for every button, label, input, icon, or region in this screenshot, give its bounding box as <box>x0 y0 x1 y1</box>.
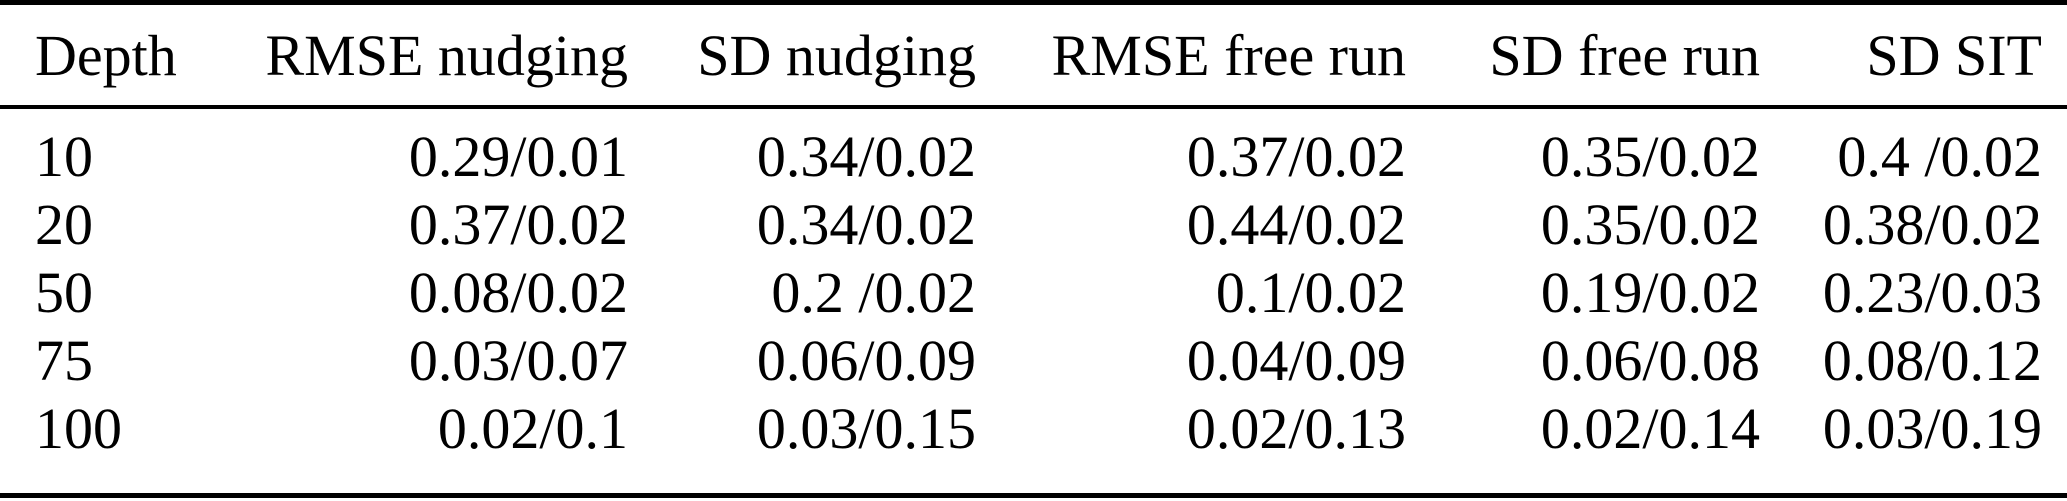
cell-sd_nudging: 0.06/0.09 <box>756 328 976 393</box>
cell-rmse_nudging: 0.37/0.02 <box>408 192 628 257</box>
cell-rmse_nudging: 0.29/0.01 <box>408 124 628 189</box>
table-row: 75 0.03/0.07 0.06/0.09 0.04/0.09 0.06/0.08 0.… <box>0 327 2067 395</box>
column-header-depth: Depth <box>0 5 195 109</box>
table-body: 10 0.29/0.01 0.34/0.02 0.37/0.02 0.35/0.02 0.… <box>0 109 2067 493</box>
cell-sd_sit: 0.38/0.02 <box>1822 192 2042 257</box>
cell-rmse_free_run: 0.44/0.02 <box>1186 192 1406 257</box>
cell-rmse_free_run: 0.04/0.09 <box>1186 328 1406 393</box>
cell-sd_nudging: 0.34/0.02 <box>756 192 976 257</box>
table-row: 100 0.02/0.1 0.03/0.15 0.02/0.13 0.02/0.14 0.… <box>0 395 2067 493</box>
column-header-sd_nudging: SD nudging <box>630 5 978 109</box>
column-header-sd_sit: SD SIT <box>1762 5 2067 109</box>
cell-sd_nudging: 0.03/0.15 <box>756 396 976 461</box>
cell-sd_free_run: 0.02/0.14 <box>1540 396 1760 461</box>
cell-rmse_free_run: 0.1/0.02 <box>1215 260 1406 325</box>
cell-sd_sit: 0.03/0.19 <box>1822 396 2042 461</box>
cell-sd_free_run: 0.35/0.02 <box>1540 124 1760 189</box>
cell-depth: 10 <box>35 124 93 189</box>
cell-rmse_nudging: 0.08/0.02 <box>408 260 628 325</box>
cell-rmse_free_run: 0.37/0.02 <box>1186 124 1406 189</box>
column-header-sd_free_run: SD free run <box>1408 5 1762 109</box>
cell-rmse_free_run: 0.02/0.13 <box>1186 396 1406 461</box>
column-header-rmse_nudging: RMSE nudging <box>195 5 630 109</box>
cell-depth: 50 <box>35 260 93 325</box>
cell-sd_free_run: 0.06/0.08 <box>1540 328 1760 393</box>
cell-depth: 75 <box>35 328 93 393</box>
column-header-rmse_free_run: RMSE free run <box>978 5 1408 109</box>
cell-rmse_nudging: 0.02/0.1 <box>437 396 628 461</box>
table-row: 50 0.08/0.02 0.2 /0.02 0.1/0.02 0.19/0.02 0.2… <box>0 259 2067 327</box>
cell-sd_sit: 0.08/0.12 <box>1822 328 2042 393</box>
cell-sd_free_run: 0.35/0.02 <box>1540 192 1760 257</box>
cell-sd_nudging: 0.34/0.02 <box>756 124 976 189</box>
cell-rmse_nudging: 0.03/0.07 <box>408 328 628 393</box>
cell-depth: 100 <box>35 396 122 461</box>
cell-depth: 20 <box>35 192 93 257</box>
cell-sd_free_run: 0.19/0.02 <box>1540 260 1760 325</box>
cell-sd_nudging: 0.2 /0.02 <box>771 260 976 325</box>
cell-sd_sit: 0.23/0.03 <box>1822 260 2042 325</box>
header-row: Depth RMSE nudging SD nudging RMSE free run… <box>0 5 2067 109</box>
table-row: 20 0.37/0.02 0.34/0.02 0.44/0.02 0.35/0.02 0.… <box>0 191 2067 259</box>
table-row: 10 0.29/0.01 0.34/0.02 0.37/0.02 0.35/0.02 0.… <box>0 109 2067 191</box>
cell-sd_sit: 0.4 /0.02 <box>1837 124 2042 189</box>
